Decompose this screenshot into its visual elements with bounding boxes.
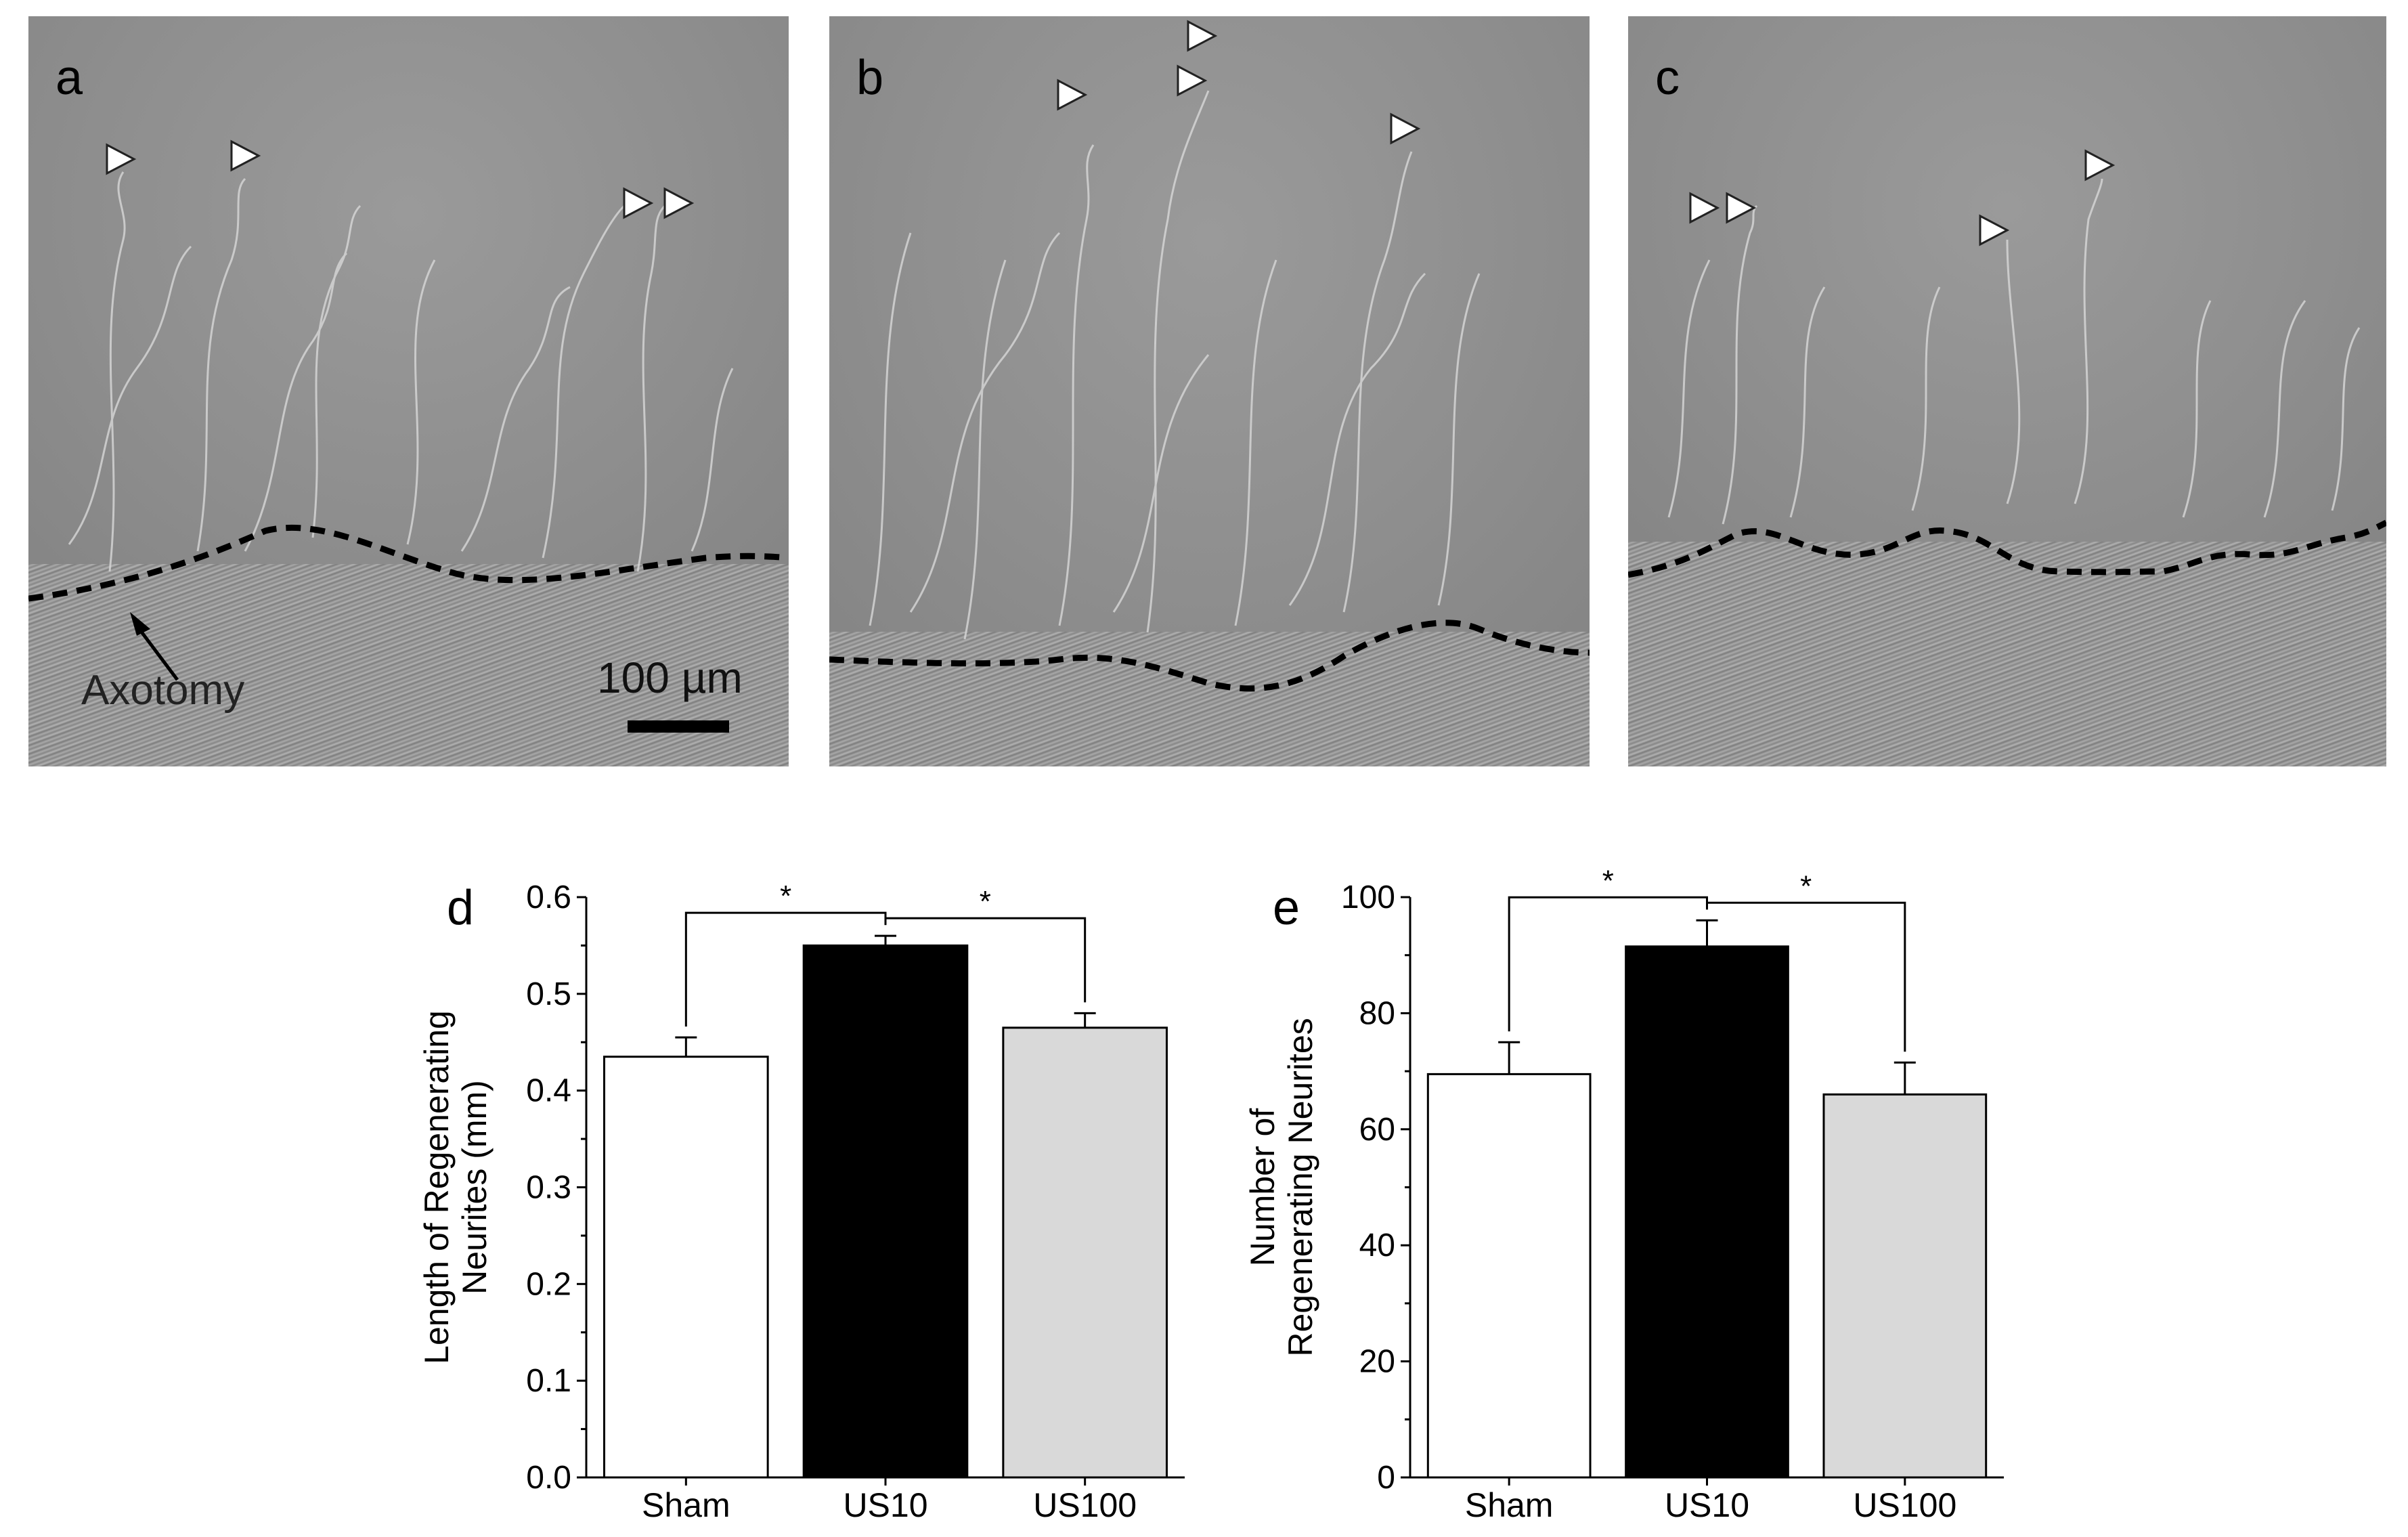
explant-region — [829, 631, 1590, 766]
y-tick-label: 0.2 — [526, 1266, 571, 1302]
micrograph-c: c — [1628, 16, 2386, 766]
micrograph-b-overlay — [829, 20, 1590, 692]
significance-star: * — [980, 885, 991, 918]
x-tick-label: US10 — [843, 1486, 927, 1524]
x-tick-label: US100 — [1033, 1486, 1137, 1524]
neurite-region — [28, 16, 789, 579]
y-axis-label: Length of RegeneratingNeurites (mm) — [418, 1010, 494, 1364]
arrowhead-marker — [1177, 64, 1208, 97]
arrowhead-marker — [663, 187, 695, 219]
micrograph-b: b — [829, 16, 1590, 766]
axotomy-arrowhead — [130, 612, 150, 636]
neurite-traces — [1667, 178, 2361, 525]
panel-label-b: b — [856, 51, 884, 105]
y-axis-label: Number ofRegenerating Neurites — [1244, 1018, 1319, 1356]
neurite-traces — [869, 90, 1481, 640]
x-tick-label: US100 — [1853, 1486, 1956, 1524]
arrowhead-marker — [106, 143, 137, 175]
panel-label-a: a — [56, 51, 83, 105]
y-tick-label: 0 — [1377, 1460, 1395, 1496]
y-tick-label: 0.1 — [526, 1363, 571, 1399]
micrograph-a: a Axotomy 100 µm — [28, 16, 789, 766]
significance-bracket — [884, 917, 1087, 1003]
x-tick-label: Sham — [642, 1486, 730, 1524]
explant-region — [1628, 541, 2386, 766]
neurite-region — [1628, 16, 2386, 564]
y-tick-label: 0.6 — [526, 880, 571, 915]
significance-star: * — [1800, 869, 1812, 903]
arrowhead-marker — [1057, 79, 1088, 111]
bar-us100 — [1002, 1026, 1168, 1479]
significance-star: * — [1602, 864, 1614, 897]
arrowhead-markers — [1689, 149, 2116, 246]
arrowhead-marker — [1187, 20, 1218, 52]
y-tick-label: 80 — [1359, 995, 1395, 1031]
axotomy-line — [829, 620, 1590, 692]
y-tick-label: 0.3 — [526, 1170, 571, 1206]
micrograph-a-overlay — [28, 139, 789, 733]
panel-label-e: e — [1273, 881, 1300, 935]
arrowhead-markers — [1057, 20, 1421, 145]
axotomy-line — [1628, 519, 2386, 578]
arrowhead-marker — [1726, 192, 1757, 224]
scale-bar-label: 100 µm — [597, 653, 743, 702]
y-tick-label: 60 — [1359, 1112, 1395, 1148]
panel-label-d: d — [447, 881, 474, 935]
chart-d: d 0.0 0.1 0.2 0.3 0.4 0.5 0.6 Length of Regenera… — [418, 880, 1185, 1524]
bar-us10 — [1625, 945, 1789, 1479]
axotomy-label: Axotomy — [81, 667, 245, 714]
y-tick-label: 0.5 — [526, 976, 571, 1012]
arrowhead-marker — [623, 187, 654, 219]
bar-sham — [603, 1056, 769, 1479]
x-tick-label: US10 — [1665, 1486, 1749, 1524]
axotomy-arrow — [135, 624, 179, 681]
y-tick-label: 20 — [1359, 1344, 1395, 1380]
panel-label-c: c — [1655, 51, 1680, 105]
chart-e: e 0 20 40 60 80 100 Number ofRegenerating Neuri… — [1244, 864, 2004, 1524]
significance-bracket — [1706, 901, 1906, 1052]
scale-bar — [628, 720, 729, 733]
y-tick-label: 0.4 — [526, 1073, 571, 1109]
bar-us10 — [802, 944, 969, 1479]
neurite-region — [829, 16, 1590, 654]
x-tick-label: Sham — [1465, 1486, 1554, 1524]
arrowhead-marker — [1979, 214, 2010, 246]
y-tick-label: 100 — [1341, 880, 1395, 915]
axotomy-line — [28, 524, 789, 602]
arrowhead-markers — [106, 139, 695, 219]
explant-region — [28, 563, 789, 766]
arrowhead-marker — [1689, 192, 1720, 224]
bar-sham — [1426, 1073, 1592, 1479]
y-tick-label: 40 — [1359, 1228, 1395, 1263]
arrowhead-marker — [230, 139, 261, 172]
arrowhead-marker — [2084, 149, 2116, 181]
bar-us100 — [1822, 1093, 1988, 1479]
neurite-traces — [68, 171, 734, 572]
significance-star: * — [780, 880, 791, 913]
y-tick-label: 0.0 — [526, 1460, 571, 1496]
micrograph-c-overlay — [1628, 149, 2386, 578]
arrowhead-marker — [1390, 112, 1421, 145]
